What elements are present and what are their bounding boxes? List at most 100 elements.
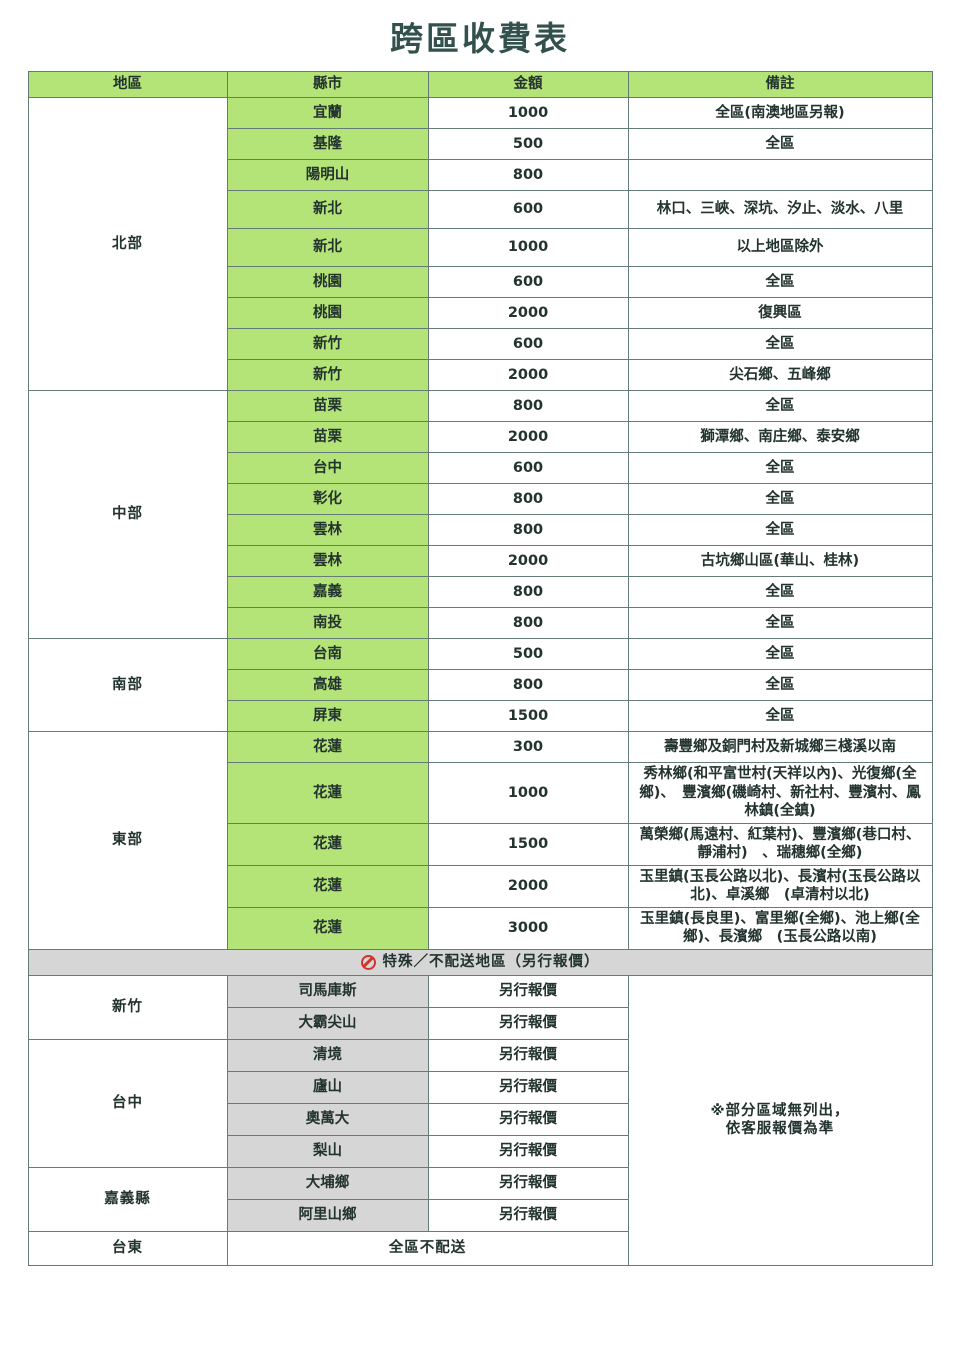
special-table-row: 大霸尖山 另行報價 [28, 1006, 932, 1040]
amount-cell: 1500 [427, 822, 629, 866]
amount-cell: 800 [427, 669, 629, 701]
city-cell: 桃園 [226, 266, 429, 298]
special-amount-cell: 另行報價 [427, 1006, 629, 1040]
amount-cell: 800 [427, 607, 629, 639]
city-cell: 基隆 [226, 128, 429, 160]
table-row: 花蓮 1500 萬榮鄉(馬遠村、紅葉村)、豐濱鄉(巷口村、靜浦村) 、瑞穗鄉(全鄉) [28, 822, 933, 866]
note-cell: 全區 [627, 483, 933, 515]
cross-region-fee-table: 地區 縣市 金額 備註 北部 宜蘭 1000 全區(南澳地區另報) 基隆 500 全區 陽明山… [27, 71, 933, 1266]
note-cell: 以上地區除外 [627, 228, 933, 267]
special-table-row: 台中 清境 另行報價 [27, 1038, 932, 1168]
amount-cell: 2000 [427, 297, 629, 329]
table-row: 東部 花蓮 300 壽豐鄉及銅門村及新城鄉三棧溪以南 [27, 731, 933, 950]
special-city-cell: 阿里山鄉 [226, 1198, 429, 1232]
area-cell-東部: 東部 [27, 731, 228, 950]
table-row: 中部 苗栗 800 全區 [27, 390, 933, 639]
note-cell: 全區 [627, 669, 933, 701]
note-cell: 獅潭鄉、南庄鄉、泰安鄉 [627, 421, 933, 453]
amount-cell: 2000 [427, 545, 629, 577]
city-cell: 新北 [226, 228, 429, 267]
table-row: 台中 600 全區 [28, 452, 933, 484]
note-cell: 萬榮鄉(馬遠村、紅葉村)、豐濱鄉(巷口村、靜浦村) 、瑞穗鄉(全鄉) [627, 822, 933, 866]
note-cell: 全區 [627, 514, 933, 546]
city-cell: 嘉義 [226, 576, 429, 608]
special-city-cell: 大霸尖山 [226, 1006, 429, 1040]
side-note: ※部分區域無列出， 依客服報價為準 [627, 974, 933, 1266]
special-table-row: 奧萬大 另行報價 [28, 1102, 932, 1136]
note-cell: 全區(南澳地區另報) [627, 97, 933, 129]
city-cell: 彰化 [226, 483, 429, 515]
note-cell: 全區 [627, 266, 933, 298]
amount-cell: 1000 [427, 228, 629, 267]
amount-cell: 500 [427, 128, 629, 160]
city-cell: 新北 [226, 190, 429, 229]
special-area-cell-新竹: 新竹 [27, 974, 228, 1040]
table-row: 雲林 800 全區 [28, 514, 933, 546]
area-cell-中部: 中部 [27, 390, 228, 639]
table-row: 花蓮 2000 玉里鎮(玉長公路以北)、長濱村(玉長公路以北)、卓溪鄉 (卓清村以北… [28, 864, 933, 908]
note-cell: 全區 [627, 700, 933, 732]
note-cell [627, 159, 933, 191]
note-cell: 玉里鎮(玉長公路以北)、長濱村(玉長公路以北)、卓溪鄉 (卓清村以北) [627, 864, 933, 908]
amount-cell: 600 [427, 190, 629, 229]
note-cell: 林口、三峽、深坑、汐止、淡水、八里 [627, 190, 933, 229]
city-cell: 苗栗 [226, 390, 429, 422]
special-amount-cell: 另行報價 [427, 1134, 629, 1168]
city-cell: 苗栗 [226, 421, 429, 453]
special-city-cell: 清境 [226, 1038, 429, 1072]
special-city-cell: 司馬庫斯 [226, 974, 429, 1008]
table-head: 地區 縣市 金額 備註 [27, 71, 933, 98]
special-amount-cell: 另行報價 [427, 1038, 629, 1072]
city-cell: 屏東 [226, 700, 429, 732]
amount-cell: 600 [427, 328, 629, 360]
amount-cell: 3000 [427, 906, 629, 950]
city-cell: 花蓮 [226, 822, 429, 866]
special-amount-cell: 另行報價 [427, 1198, 629, 1232]
table-row: 南部 台南 500 全區 [27, 638, 933, 732]
special-area-cell-嘉義縣: 嘉義縣 [27, 1166, 228, 1232]
no-entry-icon [360, 954, 376, 970]
city-cell: 台中 [226, 452, 429, 484]
special-city-cell: 梨山 [226, 1134, 429, 1168]
amount-cell: 600 [427, 452, 629, 484]
special-area-cell-台中: 台中 [27, 1038, 228, 1168]
taitung-row: 台東 全區不配送 [27, 1230, 932, 1266]
special-city-cell: 廬山 [226, 1070, 429, 1104]
amount-cell: 800 [427, 483, 629, 515]
amount-cell: 1000 [427, 97, 629, 129]
city-cell: 花蓮 [226, 906, 429, 950]
amount-cell: 1000 [427, 762, 629, 824]
special-table-row: 梨山 另行報價 [28, 1134, 932, 1168]
special-table-row: 阿里山鄉 另行報價 [28, 1198, 932, 1232]
city-cell: 花蓮 [226, 864, 429, 908]
header-area: 地區 [27, 71, 228, 98]
special-amount-cell: 另行報價 [427, 1102, 629, 1136]
taitung-area-cell: 台東 [27, 1230, 228, 1266]
header-city: 縣市 [226, 71, 429, 98]
special-table-row: 嘉義縣 大埔鄉 另行報價 [27, 1166, 932, 1232]
city-cell: 花蓮 [226, 731, 429, 763]
special-amount-cell: 另行報價 [427, 1166, 629, 1200]
header-amount: 金額 [427, 71, 629, 98]
amount-cell: 2000 [427, 421, 629, 453]
page-title: 跨區收費表 [390, 19, 570, 58]
table-row: 嘉義 800 全區 [28, 576, 933, 608]
note-cell: 全區 [627, 576, 933, 608]
special-banner-row: 特殊／不配送地區（另行報價） [27, 948, 933, 976]
special-amount-cell: 另行報價 [427, 1070, 629, 1104]
note-cell: 尖石鄉、五峰鄉 [627, 359, 933, 391]
area-cell-南部: 南部 [27, 638, 228, 732]
amount-cell: 600 [427, 266, 629, 298]
note-cell: 全區 [627, 452, 933, 484]
table-body: 北部 宜蘭 1000 全區(南澳地區另報) 基隆 500 全區 陽明山 800 新北 600 林口、三… [27, 97, 933, 1266]
city-cell: 新竹 [226, 359, 429, 391]
note-cell: 全區 [627, 607, 933, 639]
note-cell: 全區 [627, 128, 933, 160]
city-cell: 南投 [226, 607, 429, 639]
table-row: 陽明山 800 [28, 159, 933, 191]
note-cell: 古坑鄉山區(華山、桂林) [627, 545, 933, 577]
amount-cell: 500 [427, 638, 629, 670]
city-cell: 新竹 [226, 328, 429, 360]
amount-cell: 800 [427, 514, 629, 546]
